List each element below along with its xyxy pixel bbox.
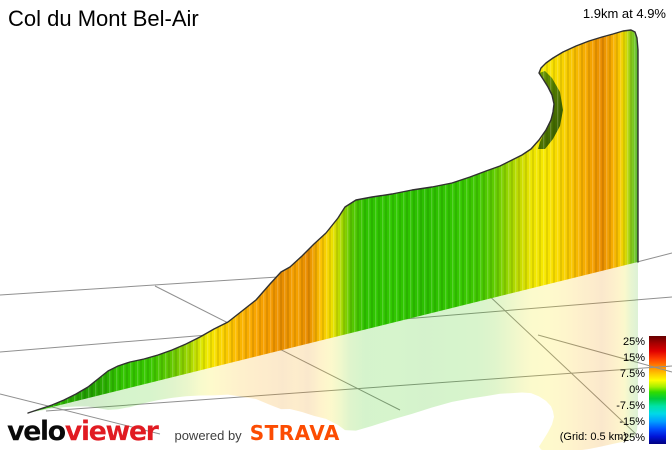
legend-label-25: 25% bbox=[622, 336, 645, 348]
legend-label-15: 15% bbox=[622, 352, 645, 364]
ribbon-floor-reflection bbox=[28, 262, 638, 450]
veloviewer-logo-viewer: viewer bbox=[64, 416, 159, 447]
strava-logo[interactable]: STRAVA bbox=[249, 421, 340, 445]
floor-grid-line bbox=[636, 252, 672, 263]
legend-label-7-5: 7.5% bbox=[619, 368, 645, 380]
gradient-colorbar bbox=[649, 336, 666, 444]
legend-label-minus-15: -15% bbox=[619, 416, 645, 428]
veloviewer-logo-velo: velo bbox=[7, 416, 66, 447]
backface-stripe-texture bbox=[538, 71, 563, 149]
veloviewer-logo[interactable]: veloviewer bbox=[7, 416, 159, 447]
gradient-legend-labels: 25% 15% 7.5% 0% -7.5% -15% -25% bbox=[616, 334, 645, 446]
summit-stats: 1.9km at 4.9% bbox=[582, 6, 666, 21]
page-title: Col du Mont Bel-Air bbox=[8, 6, 199, 31]
ribbon-stripe-texture bbox=[28, 30, 638, 413]
legend-label-minus-7-5: -7.5% bbox=[616, 400, 645, 412]
grid-spacing-note: (Grid: 0.5 km) bbox=[559, 431, 627, 443]
footer-branding: veloviewer powered by STRAVA bbox=[7, 417, 340, 447]
floor-grid-line bbox=[0, 276, 279, 296]
powered-by-label: powered by bbox=[174, 428, 242, 443]
legend-label-0: 0% bbox=[629, 384, 645, 396]
profile-outline bbox=[27, 29, 639, 414]
legend-label-minus-25: -25% bbox=[619, 432, 645, 444]
floor-grid-line bbox=[0, 393, 161, 435]
